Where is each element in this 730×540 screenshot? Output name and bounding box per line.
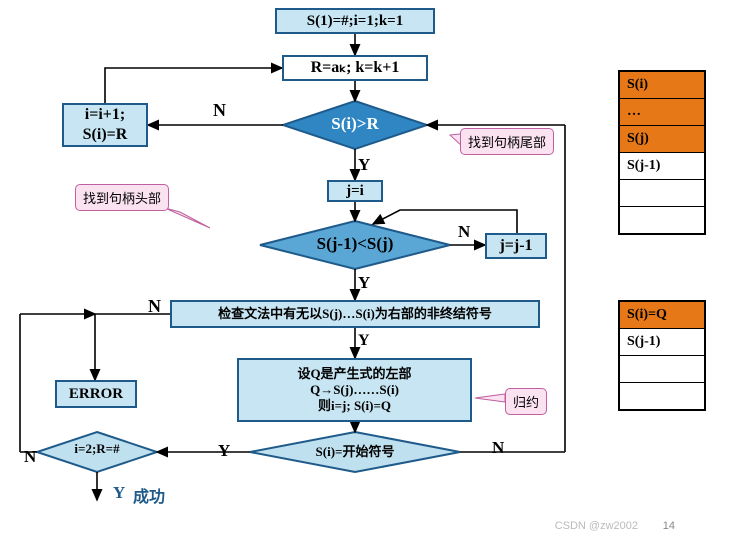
callout-tail-c3 <box>475 394 505 402</box>
stack-table-2-row-0: S(i)=Q <box>619 301 705 329</box>
page-number: 14 <box>663 520 675 532</box>
callout-c2: 找到句柄头部 <box>75 184 169 211</box>
watermark-text: CSDN @zw2002 <box>555 520 638 532</box>
stack-table-2-row-2 <box>619 356 705 383</box>
callout-c3: 归约 <box>505 388 547 415</box>
stack-table-2-row-1: S(j-1) <box>619 329 705 356</box>
node-readR: R=aₖ; k=k+1 <box>282 55 428 81</box>
stack-table-1-row-3: S(j-1) <box>619 153 705 180</box>
stack-table-1-row-5 <box>619 207 705 235</box>
diamond-d3 <box>250 432 460 472</box>
diamond-d4 <box>37 432 157 472</box>
stack-table-2: S(i)=QS(j-1) <box>618 300 706 411</box>
node-reduce: 设Q是产生式的左部 Q→S(j)……S(i) 则i=j; S(i)=Q <box>237 358 472 422</box>
callout-c1: 找到句柄尾部 <box>460 128 554 155</box>
node-jdec: j=j-1 <box>485 233 547 259</box>
diamond-d1 <box>283 101 427 149</box>
stack-table-2-row-3 <box>619 383 705 411</box>
callout-tail-c2 <box>165 208 210 228</box>
node-check: 检查文法中有无以S(j)…S(i)为右部的非终结符号 <box>170 300 540 328</box>
stack-table-1-row-1: … <box>619 99 705 126</box>
node-jeq: j=i <box>327 180 383 202</box>
stack-table-1: S(i)…S(j)S(j-1) <box>618 70 706 235</box>
stack-table-1-row-4 <box>619 180 705 207</box>
stack-table-1-row-2: S(j) <box>619 126 705 153</box>
stack-table-1-row-0: S(i) <box>619 71 705 99</box>
node-init: S(1)=#;i=1;k=1 <box>275 8 435 34</box>
edge-jdec-d2 <box>373 210 517 233</box>
node-error: ERROR <box>55 380 137 408</box>
diamond-d2 <box>260 221 450 269</box>
node-push: i=i+1; S(i)=R <box>62 103 148 147</box>
edge-push-readR <box>105 68 282 103</box>
